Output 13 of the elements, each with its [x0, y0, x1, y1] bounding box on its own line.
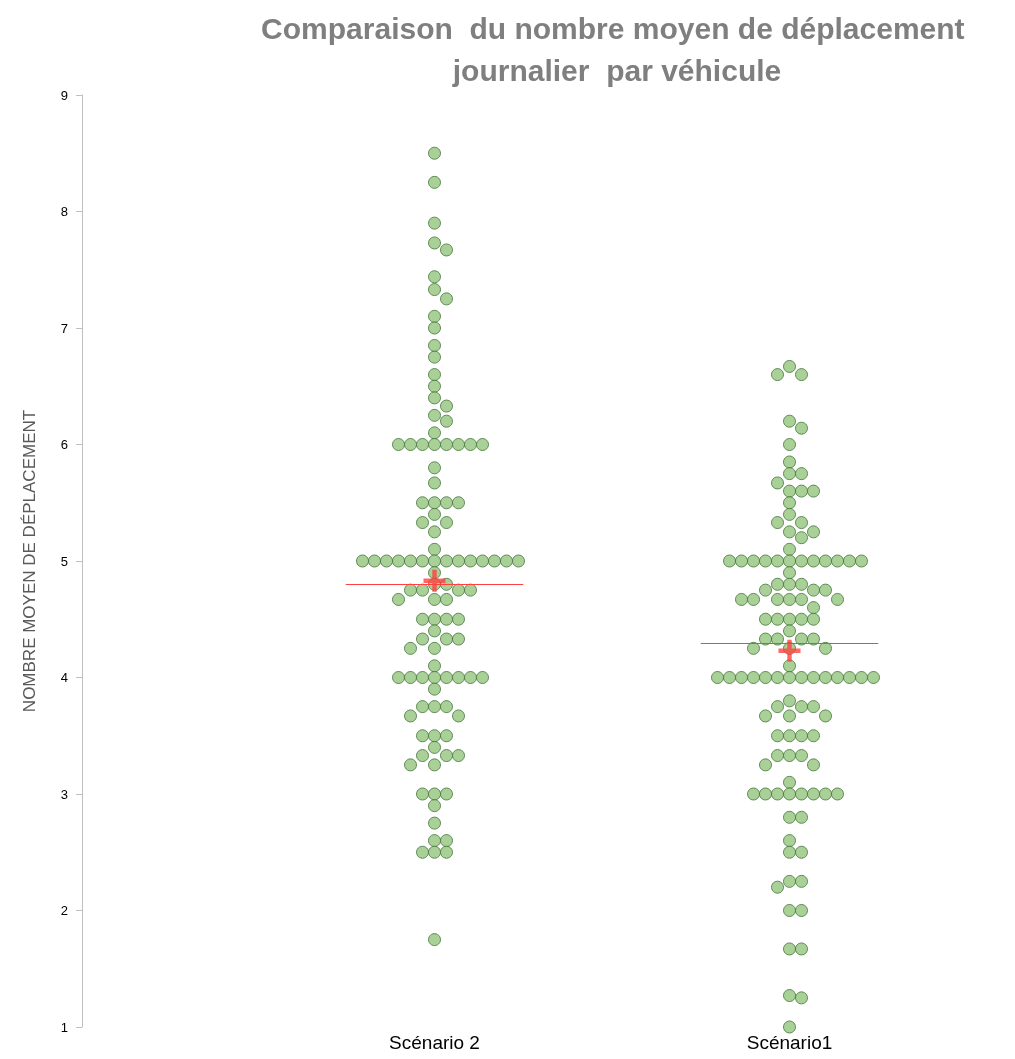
y-axis-title: NOMBRE MOYEN DE DÉPLACEMENT [20, 409, 39, 713]
y-tick-label: 5 [60, 553, 68, 569]
y-tick-label: 8 [60, 204, 68, 219]
y-tick-label: 7 [60, 320, 68, 336]
y-tick-label: 2 [60, 903, 68, 918]
chart-title: Comparaison du nombre moyen de déplacement journalier par véhicule [261, 11, 973, 87]
y-tick-label: 3 [60, 786, 68, 802]
x-tick-label: Scénario1 [746, 1032, 833, 1053]
y-tick-label: 1 [60, 1019, 68, 1035]
y-tick-label: 4 [60, 670, 68, 685]
x-tick-label: Scénario 2 [389, 1032, 480, 1053]
y-tick-label: 6 [60, 437, 68, 452]
y-tick-label: 9 [60, 87, 68, 103]
